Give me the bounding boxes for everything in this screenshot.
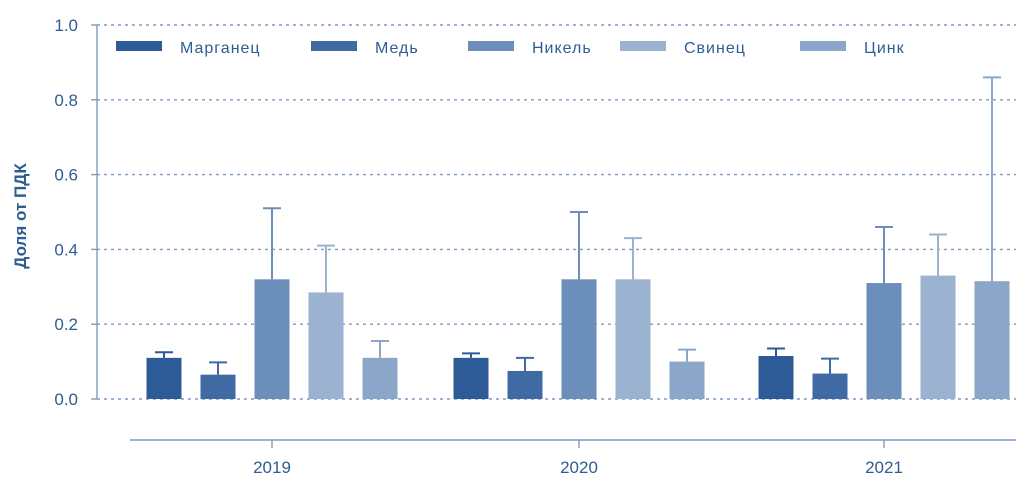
bar: [308, 292, 344, 399]
legend-label: Медь: [375, 40, 419, 57]
bar: [920, 275, 956, 399]
legend-label: Марганец: [180, 40, 261, 57]
bar: [254, 279, 290, 399]
bar: [362, 357, 398, 399]
bar: [146, 357, 182, 399]
legend-swatch: [116, 41, 162, 51]
x-tick-label: 2020: [560, 458, 598, 477]
legend-label: Цинк: [864, 40, 905, 57]
gridlines: [97, 24, 1016, 400]
legend-swatch: [468, 41, 514, 51]
bar: [561, 279, 597, 399]
y-axis-label: Доля от ПДК: [11, 163, 30, 269]
y-tick-label: 1.0: [54, 16, 78, 35]
y-axis: 0.0 0.2 0.4 0.6 0.8 1.0: [54, 16, 98, 409]
y-tick-label: 0.0: [54, 390, 78, 409]
bar: [758, 355, 794, 399]
bar: [507, 370, 543, 399]
legend-swatch: [620, 41, 666, 51]
x-tick-label: 2019: [253, 458, 291, 477]
bar: [974, 281, 1010, 399]
x-axis: 2019 2020 2021: [130, 439, 1016, 477]
y-tick-label: 0.8: [54, 91, 78, 110]
y-tick-label: 0.6: [54, 166, 78, 185]
bar: [200, 374, 236, 399]
bar: [453, 357, 489, 399]
legend-label: Никель: [532, 40, 592, 57]
legend-swatch: [800, 41, 846, 51]
legend-label: Свинец: [684, 40, 746, 57]
bar: [866, 283, 902, 399]
bars: [146, 76, 1010, 399]
legend: Марганец Медь Никель Свинец Цинк: [116, 40, 905, 57]
y-tick-label: 0.2: [54, 315, 78, 334]
bar: [669, 361, 705, 399]
x-tick-label: 2021: [865, 458, 903, 477]
y-tick-label: 0.4: [54, 240, 78, 259]
bar: [812, 373, 848, 399]
legend-swatch: [311, 41, 357, 51]
bar: [615, 279, 651, 399]
